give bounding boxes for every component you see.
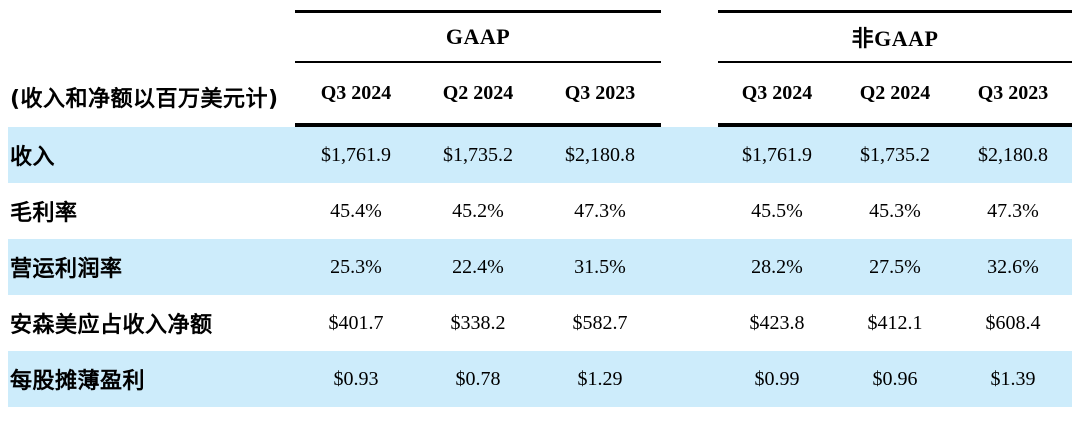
row-label: 营运利润率 — [10, 257, 123, 282]
table-row: 收入 $1,761.9 $1,735.2 $2,180.8 $1,761.9 $1,735… — [8, 127, 1072, 183]
value-cell-gaap: $401.7 — [328, 311, 384, 334]
column-group-non-gaap: 非GAAP Q3 2024 Q2 2024 Q3 2023 — [718, 10, 1072, 127]
table-row: 安森美应占收入净额 $401.7 $338.2 $582.7 $423.8 $412.1 $… — [8, 295, 1072, 351]
value-cell-non-gaap: 28.2% — [751, 255, 803, 278]
value-cell-non-gaap: $0.96 — [872, 367, 918, 390]
column-header: Q2 2024 — [442, 81, 514, 104]
value-cell-non-gaap: $1,735.2 — [860, 143, 930, 166]
column-header: Q3 2023 — [564, 81, 636, 104]
column-headers-non-gaap: Q3 2024 Q2 2024 Q3 2023 — [718, 63, 1072, 127]
value-cell-gaap: $582.7 — [572, 311, 628, 334]
group-title-gaap: GAAP — [445, 24, 511, 49]
value-cell-gaap: 45.4% — [330, 199, 382, 222]
value-cell-gaap: $1,761.9 — [321, 143, 391, 166]
group-title-row-gaap: GAAP — [295, 10, 661, 63]
value-cell-gaap: 45.2% — [452, 199, 504, 222]
column-group-gaap: GAAP Q3 2024 Q2 2024 Q3 2023 — [295, 10, 661, 127]
value-cell-gaap: 31.5% — [574, 255, 626, 278]
row-label: 安森美应占收入净额 — [10, 313, 213, 338]
row-label: 收入 — [10, 145, 56, 170]
column-header: Q3 2024 — [320, 81, 392, 104]
table-row: 每股摊薄盈利 $0.93 $0.78 $1.29 $0.99 $0.96 $1.39 — [8, 351, 1072, 407]
row-label: 毛利率 — [10, 201, 78, 226]
unit-label-cell: (收入和净额以百万美元计) — [8, 10, 295, 127]
value-cell-non-gaap: 45.5% — [751, 199, 803, 222]
value-cell-gaap: $1,735.2 — [443, 143, 513, 166]
value-cell-gaap: 25.3% — [330, 255, 382, 278]
table-body: 收入 $1,761.9 $1,735.2 $2,180.8 $1,761.9 $1,735… — [8, 127, 1072, 407]
value-cell-gaap: $2,180.8 — [565, 143, 635, 166]
row-label: 每股摊薄盈利 — [10, 369, 146, 394]
value-cell-gaap: 47.3% — [574, 199, 626, 222]
value-cell-non-gaap: 47.3% — [987, 199, 1039, 222]
value-cell-gaap: $338.2 — [450, 311, 506, 334]
table-header: (收入和净额以百万美元计) GAAP Q3 2024 Q2 2024 Q3 2023… — [8, 10, 1072, 127]
column-header: Q3 2024 — [741, 81, 813, 104]
value-cell-gaap: $0.78 — [455, 367, 501, 390]
value-cell-non-gaap: 27.5% — [869, 255, 921, 278]
value-cell-non-gaap: $0.99 — [754, 367, 800, 390]
unit-label: (收入和净额以百万美元计) — [10, 87, 279, 112]
value-cell-non-gaap: $1,761.9 — [742, 143, 812, 166]
value-cell-non-gaap: $412.1 — [867, 311, 923, 334]
value-cell-non-gaap: 32.6% — [987, 255, 1039, 278]
column-headers-gaap: Q3 2024 Q2 2024 Q3 2023 — [295, 63, 661, 127]
value-cell-non-gaap: $1.39 — [990, 367, 1036, 390]
header-gap — [661, 10, 718, 127]
financial-summary-table: (收入和净额以百万美元计) GAAP Q3 2024 Q2 2024 Q3 2023… — [8, 10, 1072, 407]
table-row: 毛利率 45.4% 45.2% 47.3% 45.5% 45.3% 47.3% — [8, 183, 1072, 239]
column-header: Q2 2024 — [859, 81, 931, 104]
value-cell-non-gaap: $608.4 — [985, 311, 1041, 334]
value-cell-gaap: $0.93 — [333, 367, 379, 390]
group-title-row-non-gaap: 非GAAP — [718, 10, 1072, 63]
value-cell-gaap: 22.4% — [452, 255, 504, 278]
value-cell-non-gaap: $2,180.8 — [978, 143, 1048, 166]
group-title-non-gaap: 非GAAP — [851, 26, 939, 51]
column-header: Q3 2023 — [977, 81, 1049, 104]
value-cell-non-gaap: $423.8 — [749, 311, 805, 334]
value-cell-non-gaap: 45.3% — [869, 199, 921, 222]
value-cell-gaap: $1.29 — [577, 367, 623, 390]
table-row: 营运利润率 25.3% 22.4% 31.5% 28.2% 27.5% 32.6% — [8, 239, 1072, 295]
